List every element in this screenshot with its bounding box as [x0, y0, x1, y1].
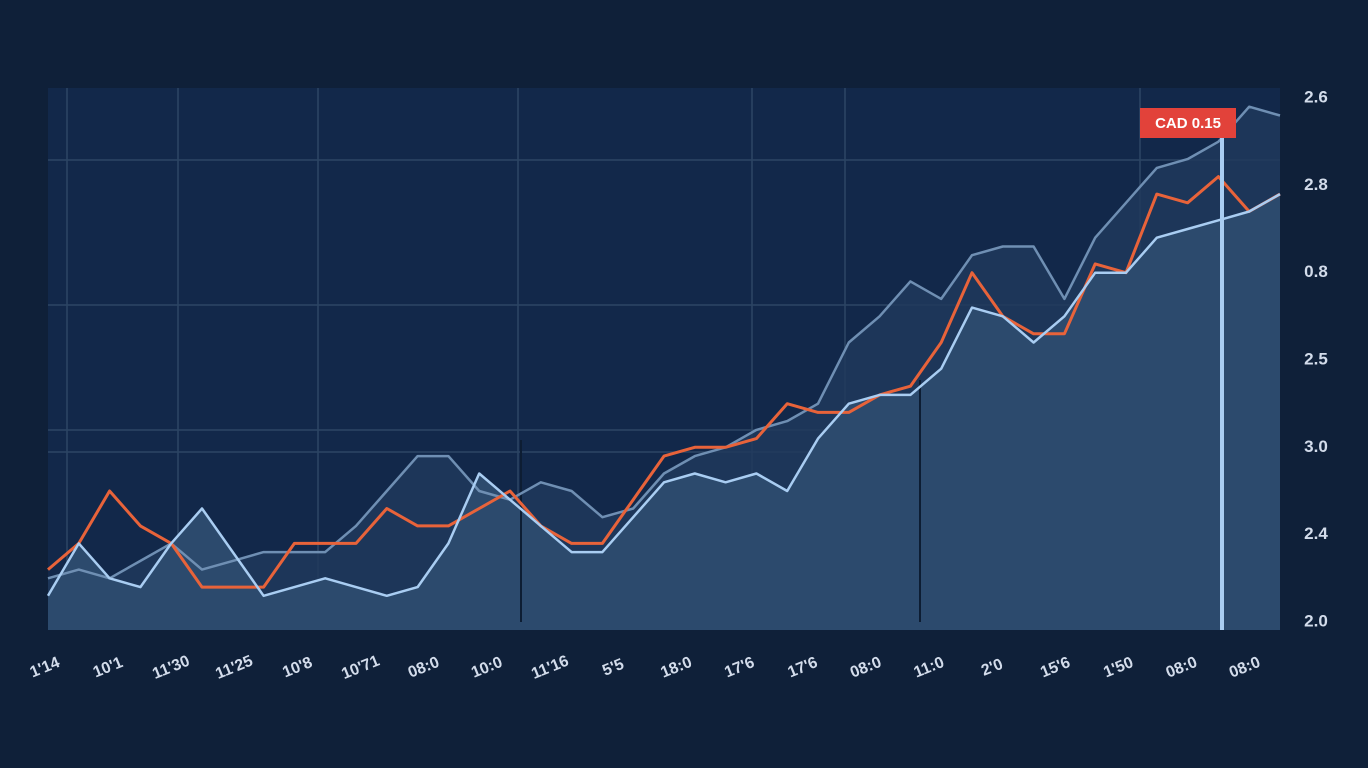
x-tick-label: 08:0	[1164, 654, 1200, 682]
x-tick-label: 2'0	[979, 656, 1005, 680]
x-tick-label: 10'71	[339, 652, 382, 683]
x-tick-label: 17'6	[785, 654, 820, 681]
series-line	[47, 105, 1281, 580]
areas	[48, 106, 1280, 630]
area	[48, 194, 1280, 630]
x-tick-label: 10'1	[91, 654, 126, 681]
decor-dividers	[520, 380, 921, 622]
x-tick-label: 11'16	[529, 653, 571, 683]
y-tick-label: 2.0	[1304, 611, 1328, 630]
x-tick-label: 1'14	[28, 654, 63, 681]
lines	[46, 105, 1281, 598]
x-tick-label: 17'6	[722, 654, 757, 681]
series-line	[47, 175, 1281, 589]
annotation: CAD 0.15	[1155, 115, 1221, 132]
y-tick-label: 2.8	[1304, 175, 1328, 194]
x-tick-label: 08:0	[1227, 654, 1263, 682]
x-tick-label: 10'8	[280, 654, 315, 681]
y-tick-label: 0.8	[1304, 262, 1328, 281]
y-tick-label: 2.4	[1304, 524, 1328, 543]
x-tick-label: 10:0	[469, 654, 505, 682]
annotation-box	[1140, 108, 1236, 138]
x-tick-label: 08:0	[406, 654, 442, 682]
x-tick-label: 08:0	[848, 654, 884, 682]
y-tick-label: 2.6	[1304, 87, 1328, 106]
x-tick-label: 18:0	[658, 654, 694, 682]
x-tick-label: 11'25	[213, 653, 255, 683]
x-tick-label: 15'6	[1038, 654, 1073, 681]
x-tick-label: 5'5	[600, 656, 626, 680]
y-tick-label: 3.0	[1304, 437, 1328, 456]
x-tick-label: 11'30	[150, 653, 192, 683]
x-tick-label: 11:0	[911, 654, 946, 681]
series-line	[46, 193, 1281, 598]
y-tick-label: 2.5	[1304, 349, 1328, 368]
x-tick-label: 1'50	[1101, 654, 1136, 681]
